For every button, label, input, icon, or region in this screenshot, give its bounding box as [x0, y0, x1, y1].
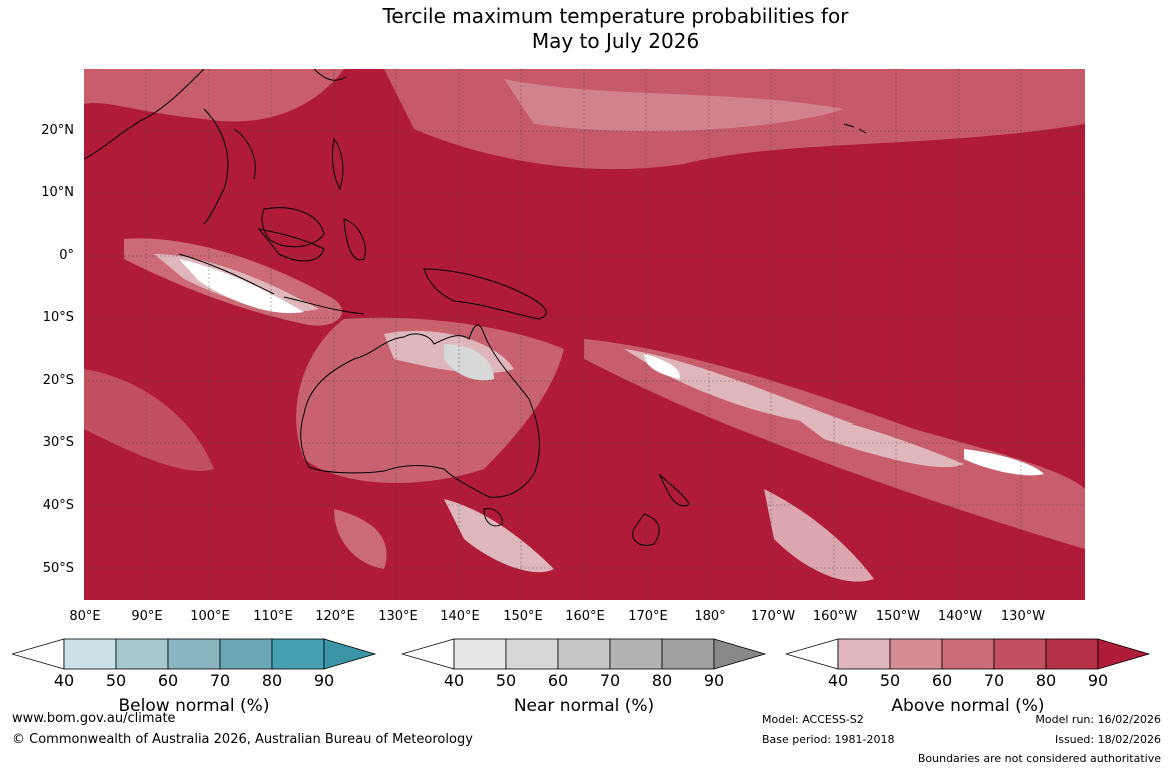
latitude-label-40s: 40°S — [42, 498, 74, 513]
colorbar-tick: 80 — [261, 671, 283, 690]
colorbar-tick: 60 — [931, 671, 953, 690]
website-link[interactable]: www.bom.gov.au/climate — [12, 711, 176, 726]
colorbar-tick: 90 — [1087, 671, 1109, 690]
base-period: Base period: 1981-2018 — [762, 733, 895, 746]
latitude-label-20s: 20°S — [42, 373, 74, 388]
colorbar-near-normal-label: Near normal (%) — [513, 696, 655, 716]
boundaries-disclaimer: Boundaries are not considered authoritat… — [917, 752, 1161, 765]
colorbar-above-normal: 40 50 60 70 80 90 Above normal (%) — [786, 638, 1150, 738]
longitude-label: 170°W — [750, 609, 796, 624]
copyright-text: © Commonwealth of Australia 2026, Austra… — [12, 732, 473, 747]
colorbar-tick: 80 — [1035, 671, 1057, 690]
philippines-coastline — [331, 137, 344, 191]
colorbar-tick: 40 — [827, 671, 849, 690]
latitude-label-equator: 0° — [59, 248, 74, 263]
colorbar-below-normal: 40 50 60 70 80 90 Below normal (%) — [12, 638, 376, 738]
colorbar-below-normal-label: Below normal (%) — [118, 696, 270, 716]
probability-contours — [84, 69, 1085, 582]
colorbar-tick: 70 — [209, 671, 231, 690]
model-name: Model: ACCESS-S2 — [762, 713, 864, 726]
longitude-label: 170°E — [628, 609, 668, 624]
colorbar-tick: 60 — [157, 671, 179, 690]
longitude-label: 140°E — [440, 609, 480, 624]
longitude-label: 90°E — [131, 609, 163, 624]
graticule — [84, 69, 1085, 600]
colorbar-tick: 50 — [495, 671, 517, 690]
hawaii-coastline — [843, 123, 867, 134]
longitude-label: 160°E — [565, 609, 605, 624]
longitude-label: 150°E — [503, 609, 543, 624]
borneo-coastline — [261, 207, 325, 248]
colorbar-tick: 70 — [983, 671, 1005, 690]
longitude-label: 140°W — [937, 609, 983, 624]
colorbar-tick: 90 — [703, 671, 725, 690]
southeast-asia-coastline — [84, 69, 256, 225]
longitude-label: 150°W — [875, 609, 921, 624]
latitude-label-30s: 30°S — [42, 435, 74, 450]
model-run-date: Model run: 16/02/2026 — [1035, 713, 1161, 726]
issued-date: Issued: 18/02/2026 — [1054, 733, 1161, 746]
colorbar-tick: 40 — [53, 671, 75, 690]
longitude-label: 100°E — [190, 609, 230, 624]
longitude-label: 120°E — [315, 609, 355, 624]
new-guinea-coastline — [423, 268, 547, 320]
colorbar-tick: 60 — [547, 671, 569, 690]
longitude-label: 110°E — [253, 609, 293, 624]
new-zealand-coastline — [632, 473, 690, 546]
map-canvas — [84, 69, 1085, 600]
latitude-label-10n: 10°N — [41, 185, 74, 200]
colorbar-tick: 90 — [313, 671, 335, 690]
map-title-line2: May to July 2026 — [531, 29, 700, 53]
latitude-label-20n: 20°N — [41, 123, 74, 138]
latitude-label-50s: 50°S — [42, 561, 74, 576]
colorbar-tick: 50 — [879, 671, 901, 690]
longitude-label: 80°E — [69, 609, 101, 624]
tasmania-coastline — [483, 508, 503, 527]
colorbar-tick: 40 — [443, 671, 465, 690]
map-title-line1: Tercile maximum temperature probabilitie… — [382, 4, 849, 28]
probability-map — [84, 69, 1085, 600]
colorbar-above-normal-label: Above normal (%) — [891, 696, 1045, 716]
australia-coastline — [300, 324, 540, 498]
japan-coastline — [313, 69, 347, 81]
colorbar-tick: 70 — [599, 671, 621, 690]
colorbar-tick: 80 — [651, 671, 673, 690]
longitude-label: 160°W — [812, 609, 858, 624]
longitude-label: 130°E — [378, 609, 418, 624]
coastlines — [84, 69, 867, 546]
latitude-label-10s: 10°S — [42, 310, 74, 325]
indonesia-coastline — [178, 218, 366, 315]
colorbar-near-normal: 40 50 60 70 80 90 Near normal (%) — [402, 638, 766, 738]
longitude-label: 180° — [694, 609, 726, 624]
colorbar-below-normal-swatches — [12, 638, 376, 670]
colorbar-tick: 50 — [105, 671, 127, 690]
map-title: Tercile maximum temperature probabilitie… — [0, 4, 1173, 54]
colorbar-near-normal-swatches — [402, 638, 766, 670]
longitude-label: 130°W — [1000, 609, 1046, 624]
colorbar-above-normal-swatches — [786, 638, 1150, 670]
